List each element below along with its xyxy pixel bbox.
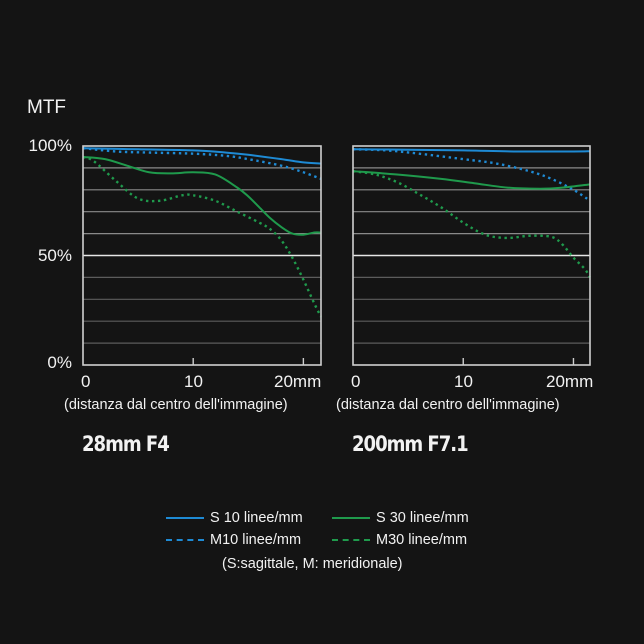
chart-title-200mm: 200mm F7.1 [352,432,469,456]
series-line [82,147,322,165]
legend-item-m10: M10 linee/mm [166,532,301,548]
legend-item-s30: S 30 linee/mm [332,510,469,526]
mtf-plot-28mm [82,145,323,366]
legend-item-m30: M30 linee/mm [332,532,467,548]
y-tick-100: 100% [28,136,72,155]
legend-label: M30 linee/mm [376,532,468,548]
dashed-green-line-icon [332,539,370,542]
series-line [82,155,323,318]
x-tick-20mm: 20mm [274,372,322,391]
x-tick-10: 10 [184,372,203,391]
x-tick-10: 10 [454,372,473,391]
series-line [352,170,591,190]
mtf-plot-200mm [352,145,592,366]
dashed-blue-line-icon [166,539,204,542]
legend-item-s10: S 10 linee/mm [166,510,303,526]
legend-label: S 30 linee/mm [376,510,469,526]
series-line [82,155,322,236]
series-line [352,148,591,153]
x-tick-0: 0 [351,372,361,391]
chart-title-28mm: 28mm F4 [82,432,170,456]
x-tick-20mm: 20mm [546,372,594,391]
plot-frame [352,145,591,366]
solid-blue-line-icon [166,517,204,520]
y-axis-title: MTF [27,97,67,118]
x-axis-label: (distanza dal centro dell'immagine) [336,397,560,413]
x-tick-0: 0 [81,372,91,391]
series-line [352,169,592,279]
y-tick-0: 0% [47,353,72,372]
series-line [82,146,322,180]
solid-green-line-icon [332,517,370,520]
plot-frame [82,145,322,366]
series-line [352,148,591,202]
legend-label: M10 linee/mm [210,532,302,548]
y-tick-50: 50% [37,246,72,265]
legend-note: (S:sagittale, M: meridionale) [222,556,403,572]
legend-label: S 10 linee/mm [210,510,303,526]
x-axis-label: (distanza dal centro dell'immagine) [64,397,288,413]
